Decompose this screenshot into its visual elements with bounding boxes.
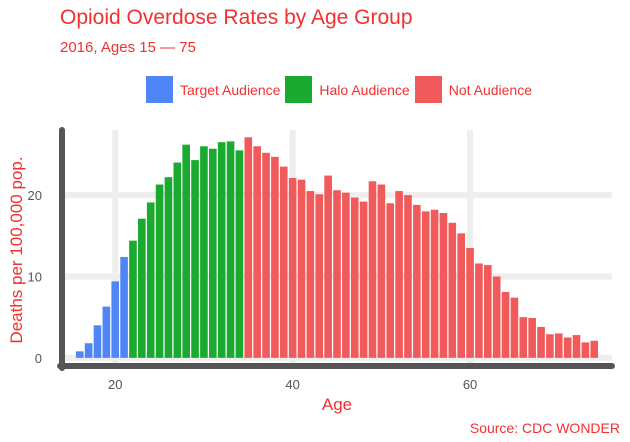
- x-tick-label-0: 20: [108, 377, 122, 392]
- legend-label-not: Not Audience: [448, 81, 532, 98]
- bar-age-19: [102, 306, 111, 358]
- bar-age-52: [395, 191, 403, 358]
- bar-age-22: [129, 240, 137, 358]
- source-note: Source: CDC WONDER: [469, 420, 620, 436]
- bar-age-48: [359, 201, 368, 358]
- bar-age-26: [164, 177, 173, 358]
- bar-age-36: [253, 146, 261, 358]
- bar-age-65: [510, 297, 519, 358]
- bar-age-37: [262, 152, 270, 358]
- bar-age-74: [590, 340, 599, 358]
- bar-age-30: [200, 146, 208, 358]
- bar-age-53: [404, 195, 412, 358]
- legend: Target Audience Halo Audience Not Audien…: [146, 76, 537, 103]
- bar-age-55: [421, 211, 430, 358]
- y-tick-label-1: 10: [28, 269, 42, 284]
- bar-age-42: [306, 191, 315, 358]
- bar-age-23: [138, 218, 146, 358]
- bar-age-66: [519, 317, 528, 358]
- bar-age-60: [466, 248, 474, 358]
- bar-age-63: [492, 276, 501, 358]
- bar-age-41: [297, 179, 306, 358]
- bar-age-32: [217, 142, 226, 358]
- bar-age-71: [563, 337, 572, 358]
- bar-age-51: [386, 203, 395, 358]
- bar-age-73: [581, 342, 590, 358]
- bar-age-43: [315, 194, 324, 358]
- bar-age-27: [173, 162, 182, 358]
- bar-age-25: [155, 184, 164, 358]
- bar-age-21: [120, 256, 128, 358]
- bar-age-31: [208, 148, 217, 358]
- bar-age-44: [324, 175, 332, 358]
- chart-title: Opioid Overdose Rates by Age Group: [60, 6, 413, 29]
- bar-age-17: [84, 343, 93, 358]
- bar-age-50: [377, 184, 386, 358]
- legend-key-not: [414, 76, 442, 103]
- bar-age-33: [226, 141, 235, 358]
- bar-age-35: [244, 137, 253, 358]
- bar-age-16: [75, 351, 84, 358]
- bar-age-29: [191, 160, 199, 358]
- y-tick-label-0: 0: [35, 351, 42, 366]
- bar-age-49: [368, 181, 377, 358]
- bar-age-72: [572, 335, 581, 358]
- x-axis-title: Age: [322, 395, 352, 414]
- legend-key-halo: [285, 76, 313, 103]
- y-axis-title: Deaths per 100,000 pop.: [7, 156, 26, 343]
- bar-age-59: [457, 233, 466, 358]
- legend-key-target: [146, 76, 173, 103]
- legend-item-halo: Halo Audience: [285, 76, 410, 103]
- bar-age-45: [333, 190, 341, 358]
- bar-age-69: [546, 334, 554, 358]
- legend-item-not: Not Audience: [414, 76, 532, 103]
- bar-age-61: [475, 263, 483, 358]
- bar-age-39: [279, 166, 288, 358]
- bar-age-68: [537, 326, 545, 358]
- x-tick-label-2: 60: [463, 377, 477, 392]
- bar-age-54: [413, 204, 421, 358]
- legend-item-target: Target Audience: [146, 76, 280, 103]
- bar-age-24: [146, 202, 155, 358]
- bar-age-28: [182, 144, 191, 358]
- bar-age-64: [501, 291, 510, 358]
- bar-age-40: [288, 178, 297, 358]
- bar-age-38: [271, 156, 279, 358]
- chart-subtitle: 2016, Ages 15 — 75: [60, 39, 196, 56]
- bar-age-18: [93, 325, 102, 358]
- bar-age-46: [342, 192, 350, 358]
- bar-age-58: [448, 222, 457, 358]
- bar-age-47: [350, 197, 359, 358]
- bar-age-67: [528, 317, 536, 358]
- bar-age-57: [439, 213, 448, 358]
- legend-label-halo: Halo Audience: [319, 81, 410, 98]
- y-tick-label-2: 20: [28, 188, 42, 203]
- bar-age-20: [111, 281, 120, 358]
- bar-age-62: [483, 265, 492, 358]
- x-tick-label-1: 40: [285, 377, 299, 392]
- bar-age-70: [554, 333, 563, 358]
- bar-age-56: [430, 209, 439, 358]
- legend-label-target: Target Audience: [180, 81, 281, 98]
- bar-age-34: [235, 150, 244, 358]
